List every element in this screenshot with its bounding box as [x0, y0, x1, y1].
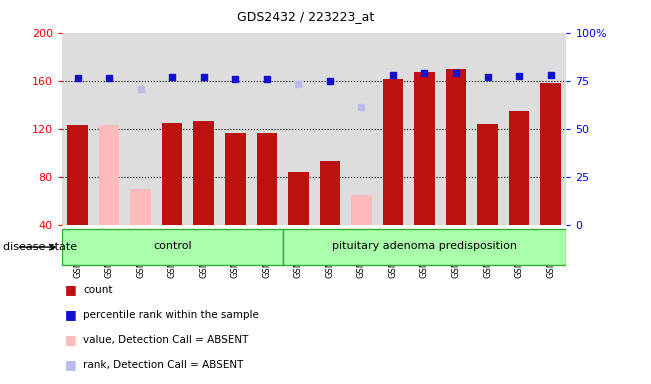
Text: GDS2432 / 223223_at: GDS2432 / 223223_at [238, 10, 374, 23]
Text: ■: ■ [65, 283, 77, 296]
Point [262, 76, 272, 83]
Point [325, 78, 335, 84]
Text: pituitary adenoma predisposition: pituitary adenoma predisposition [332, 241, 517, 251]
Bar [446, 69, 466, 225]
Text: percentile rank within the sample: percentile rank within the sample [83, 310, 259, 320]
Point [514, 73, 524, 79]
Bar [288, 172, 309, 225]
Bar [383, 79, 403, 225]
Bar [477, 124, 498, 225]
Point [135, 86, 146, 92]
Point [104, 75, 115, 81]
Bar [193, 121, 214, 225]
Bar [67, 125, 88, 225]
Bar [320, 161, 340, 225]
Text: count: count [83, 285, 113, 295]
Bar [130, 189, 151, 225]
Point [388, 71, 398, 78]
Text: rank, Detection Call = ABSENT: rank, Detection Call = ABSENT [83, 360, 243, 370]
Point [356, 104, 367, 110]
Text: value, Detection Call = ABSENT: value, Detection Call = ABSENT [83, 335, 249, 345]
Text: ■: ■ [65, 358, 77, 371]
Text: control: control [153, 241, 191, 251]
Bar [351, 195, 372, 225]
Point [546, 71, 556, 78]
Point [450, 70, 461, 76]
Bar [99, 125, 119, 225]
Bar [225, 134, 245, 225]
Point [482, 74, 493, 80]
Point [72, 75, 83, 81]
Point [230, 76, 240, 83]
Bar [283, 229, 566, 265]
Text: ■: ■ [65, 333, 77, 346]
Bar [540, 83, 561, 225]
Bar [414, 72, 435, 225]
Point [419, 70, 430, 76]
Bar [256, 134, 277, 225]
Text: disease state: disease state [3, 242, 77, 252]
Text: ■: ■ [65, 308, 77, 321]
Point [199, 74, 209, 80]
Bar [509, 111, 529, 225]
Bar [162, 122, 182, 225]
Point [293, 81, 303, 87]
Bar [62, 229, 283, 265]
Point [167, 74, 178, 80]
